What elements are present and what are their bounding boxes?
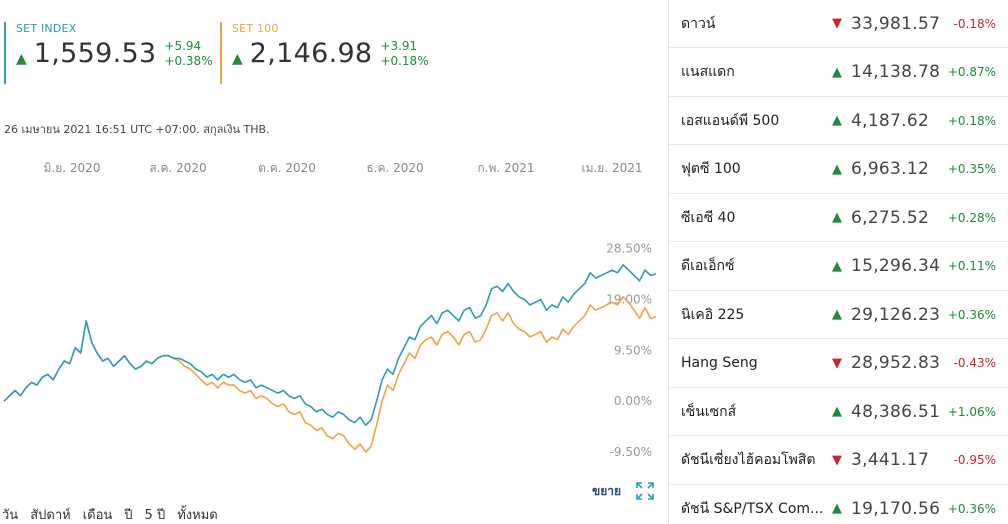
market-name: ดาวน์ [681,15,716,32]
up-arrow-icon: ▲ [832,210,842,225]
expand-label: ขยาย [592,483,622,498]
x-tick-label: ก.พ. 2021 [477,161,534,175]
series-line-set100 [3,296,657,453]
down-arrow-icon: ▼ [832,16,842,31]
market-value: 19,170.56 [851,498,941,519]
y-tick-label: -9.50% [610,445,652,459]
market-change: -0.18% [953,16,996,31]
market-value: 14,138.78 [851,62,941,82]
up-arrow-icon: ▲ [832,307,842,322]
range-week[interactable]: สัปดาห์ [30,508,71,523]
divider [668,0,669,524]
market-row[interactable]: นิเคอิ 225 ▲ 29,126.23 +0.36% [669,291,1008,339]
range-year[interactable]: ปี [124,508,133,523]
index-change-pct: +0.38% [164,54,213,68]
market-row[interactable]: ซีเอซี 40 ▲ 6,275.52 +0.28% [669,194,1008,242]
x-tick-label: ส.ค. 2020 [149,161,206,175]
market-row[interactable]: ดัชนีเซี่ยงไฮ้คอมโพสิต ▼ 3,441.17 -0.95% [669,437,1008,485]
market-change: +0.11% [947,259,996,273]
index-value: 2,146.98 [249,38,373,69]
range-day[interactable]: วัน [2,508,19,523]
index-name: SET 100 [232,22,279,35]
up-arrow-icon: ▲ [832,404,842,419]
expand-button[interactable]: ขยาย [592,481,655,501]
x-tick-label: ธ.ค. 2020 [366,161,423,175]
performance-chart[interactable]: มิ.ย. 2020 ส.ค. 2020 ต.ค. 2020 ธ.ค. 2020 ก.พ… [0,150,660,480]
market-change: +0.18% [947,113,996,128]
x-tick-label: ต.ค. 2020 [258,161,316,175]
market-name: เซ็นเซกส์ [681,403,737,420]
up-arrow-icon: ▲ [832,501,842,516]
market-row[interactable]: ดาวน์ ▼ 33,981.57 -0.18% [669,0,1008,48]
index-name: SET INDEX [16,22,77,35]
market-name: แนสแดก [681,64,735,80]
range-5-year[interactable]: 5 ปี [144,508,166,523]
x-tick-label: เม.ย. 2021 [581,161,642,175]
market-name: เอสแอนด์พี 500 [681,112,780,129]
up-arrow-icon: ▲ [832,258,842,274]
y-tick-label: 9.50% [614,343,652,357]
up-arrow-icon: ▲ [232,51,243,67]
market-name: Hang Seng [681,355,758,371]
market-row[interactable]: Hang Seng ▼ 28,952.83 -0.43% [669,340,1008,388]
market-name: ดีเอเอ็กซ์ [681,258,735,274]
market-row[interactable]: แนสแดก ▲ 14,138.78 +0.87% [669,49,1008,97]
market-row[interactable]: ดัชนี S&P/TSX Com... ▲ 19,170.56 +0.36% [669,485,1008,524]
index-change-pct: +0.18% [380,54,429,68]
market-name: ซีเอซี 40 [681,209,736,226]
market-row[interactable]: ดีเอเอ็กซ์ ▲ 15,296.34 +0.11% [669,243,1008,291]
up-arrow-icon: ▲ [832,161,842,177]
range-all[interactable]: ทั้งหมด [177,508,218,523]
market-value: 3,441.17 [851,450,930,470]
fullscreen-icon[interactable] [635,481,655,501]
market-value: 15,296.34 [851,256,941,276]
market-row[interactable]: เซ็นเซกส์ ▲ 48,386.51 +1.06% [669,388,1008,436]
y-tick-label: 0.00% [614,394,652,408]
market-value: 48,386.51 [851,401,941,422]
market-change: +0.28% [947,210,996,225]
market-row[interactable]: เอสแอนด์พี 500 ▲ 4,187.62 +0.18% [669,97,1008,145]
range-month[interactable]: เดือน [82,508,113,523]
market-value: 33,981.57 [851,13,941,34]
down-arrow-icon: ▼ [832,355,842,371]
market-value: 4,187.62 [851,110,930,131]
timestamp: 26 เมษายน 2021 16:51 UTC +07:00. สกุลเงิ… [4,123,270,136]
y-tick-label: 19.00% [606,293,652,307]
down-arrow-icon: ▼ [832,452,842,468]
index-value: 1,559.53 [33,38,157,69]
market-change: +1.06% [947,404,996,419]
index-card-set[interactable]: SET INDEX ▲ 1,559.53 +5.94 +0.38% [4,22,213,84]
market-value: 6,275.52 [851,207,930,228]
market-change: +0.87% [947,65,996,79]
up-arrow-icon: ▲ [16,51,27,67]
market-change: -0.43% [953,356,996,370]
y-tick-label: 28.50% [606,242,652,256]
market-change: +0.36% [947,307,996,322]
up-arrow-icon: ▲ [832,113,842,128]
market-value: 6,963.12 [851,159,930,179]
market-value: 28,952.83 [851,353,941,373]
x-tick-label: มิ.ย. 2020 [44,161,101,175]
market-name: ดัชนีเซี่ยงไฮ้คอมโพสิต [681,452,816,468]
market-list: ดาวน์ ▼ 33,981.57 -0.18% แนสแดก ▲ 14,138.78 +0.… [669,0,1008,524]
market-change: -0.95% [953,453,996,467]
index-change: +3.91 [380,39,418,53]
up-arrow-icon: ▲ [832,64,842,80]
market-name: นิเคอิ 225 [681,306,745,323]
index-change: +5.94 [164,39,202,53]
series-line-set-index [3,264,657,427]
market-value: 29,126.23 [851,304,941,325]
range-selector: วัน สัปดาห์ เดือน ปี 5 ปี ทั้งหมด [2,504,230,524]
market-row[interactable]: ฟุตซี 100 ▲ 6,963.12 +0.35% [669,146,1008,194]
market-name: ฟุตซี 100 [681,161,741,177]
market-change: +0.36% [947,501,996,516]
market-name: ดัชนี S&P/TSX Com... [681,500,824,517]
index-card-set100[interactable]: SET 100 ▲ 2,146.98 +3.91 +0.18% [220,22,429,84]
chart-panel: SET INDEX ▲ 1,559.53 +5.94 +0.38% SET 10… [0,22,660,524]
market-change: +0.35% [947,162,996,176]
